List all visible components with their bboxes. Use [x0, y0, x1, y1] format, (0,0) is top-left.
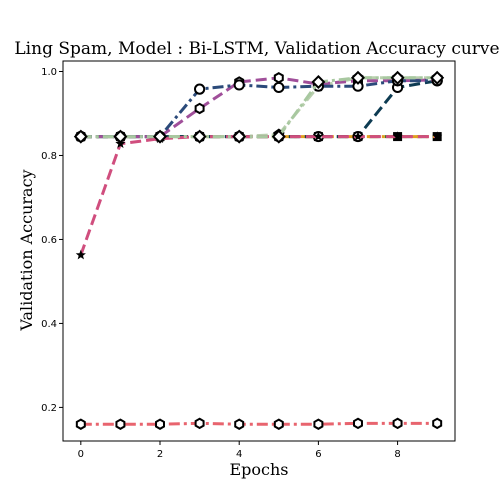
data-point-hexagon [353, 417, 363, 430]
plot-frame [62, 60, 456, 442]
data-point-diamond [232, 129, 247, 144]
data-point-diamond [390, 70, 405, 85]
data-point-hexagon [75, 418, 86, 430]
series-line [80, 76, 438, 139]
data-point-star [352, 131, 364, 141]
series-line [80, 76, 438, 139]
data-point-hexagon [392, 417, 403, 430]
data-point-star [313, 131, 324, 141]
y-tick-label: 0.2 [41, 403, 57, 414]
data-point-hexagon [115, 418, 126, 430]
series-1 [75, 417, 443, 430]
data-point-diamond [192, 129, 207, 144]
data-point-hexagon [273, 418, 284, 430]
data-point-circle [194, 83, 206, 95]
data-point-hexagon [194, 102, 205, 115]
chart-title: Ling Spam, Model : Bi-LSTM, Validation A… [14, 39, 499, 59]
data-point-star [75, 249, 86, 260]
x-tick-label: 8 [394, 449, 400, 460]
data-point-circle [273, 81, 285, 94]
series-5 [75, 71, 443, 142]
data-point-hexagon [432, 417, 443, 430]
y-tick-label: 0.6 [41, 235, 57, 246]
data-point-star [432, 131, 443, 141]
series-8 [75, 131, 443, 260]
series-line [80, 79, 438, 139]
data-point-diamond [73, 129, 88, 144]
series-6 [75, 72, 443, 143]
data-point-star [392, 131, 403, 141]
y-axis-label: Validation Accuracy [17, 169, 36, 331]
data-point-diamond [271, 129, 286, 144]
data-point-diamond [152, 129, 168, 144]
y-tick-label: 0.8 [41, 151, 57, 162]
data-point-diamond [113, 129, 128, 144]
x-tick-label: 0 [78, 449, 84, 460]
series-7 [75, 75, 443, 143]
series-line [79, 135, 438, 256]
data-point-hexagon [155, 418, 165, 430]
y-tick-label: 0.4 [41, 319, 57, 330]
series-line [80, 79, 438, 139]
plot-area: 0 2 4 6 8 0.2 0.4 0.6 0.8 1.0 [41, 67, 445, 460]
y-tick-label: 1.0 [41, 67, 57, 78]
series-line [80, 421, 438, 426]
x-tick-label: 6 [315, 449, 321, 460]
x-tick-label: 2 [157, 449, 163, 460]
data-point-diamond [311, 74, 326, 90]
axes: 0 2 4 6 8 0.2 0.4 0.6 0.8 1.0 [41, 67, 401, 460]
data-point-hexagon [313, 418, 324, 430]
data-point-diamond [430, 70, 445, 85]
series-9 [73, 70, 445, 144]
x-tick-label: 4 [236, 449, 242, 460]
x-axis-label: Epochs [229, 460, 288, 479]
data-point-diamond [350, 70, 366, 85]
data-point-circle [233, 79, 245, 91]
data-point-hexagon [273, 72, 284, 84]
data-point-hexagon [194, 417, 205, 430]
data-point-hexagon [234, 418, 245, 430]
